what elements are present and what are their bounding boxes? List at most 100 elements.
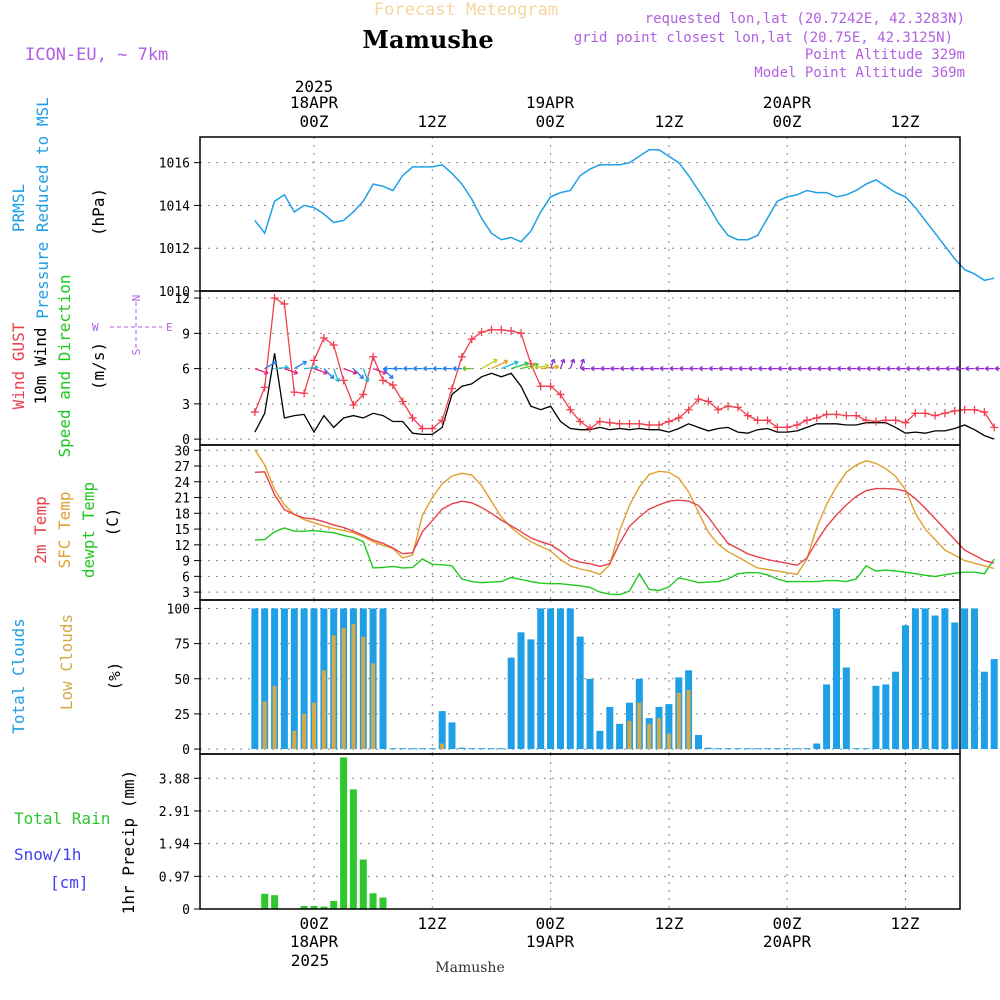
wind-arrow-head xyxy=(738,365,743,372)
wind-arrow-head xyxy=(580,358,586,364)
temp-ytick-label-6: 21 xyxy=(174,492,190,507)
wind-arrow-head xyxy=(534,362,539,368)
wind-gust-marker xyxy=(783,423,792,432)
wind-gust-marker xyxy=(379,376,388,385)
low-cloud-bar xyxy=(637,702,642,750)
wind-arrow-head xyxy=(984,365,989,372)
total-cloud-bar xyxy=(616,723,624,750)
wind-gust-marker xyxy=(655,421,664,430)
top-time-3: 00Z xyxy=(536,112,565,131)
precip-ytick-label-4: 3.88 xyxy=(159,772,190,787)
compass-w: W xyxy=(92,321,99,334)
wind-arrow-head xyxy=(689,365,694,372)
temp-label-1: 2m Temp xyxy=(31,496,50,563)
wind-gust-marker xyxy=(319,334,328,343)
total-cloud-bar xyxy=(418,748,426,750)
bottom-date-2: 19APR xyxy=(526,932,575,951)
total-cloud-bar xyxy=(586,678,594,750)
pressure-ytick-label-1: 1012 xyxy=(159,242,190,257)
low-cloud-bar xyxy=(302,713,307,750)
rain-bar xyxy=(310,906,318,909)
wind-arrow-head xyxy=(560,358,566,364)
total-cloud-bar xyxy=(764,748,771,750)
wind-arrow-head xyxy=(846,365,851,372)
wind-arrow xyxy=(579,358,585,369)
wind-gust-marker xyxy=(290,388,299,397)
wind-gust-marker xyxy=(980,408,989,417)
total-cloud-bar xyxy=(576,636,584,750)
total-cloud-bar xyxy=(517,632,525,749)
wind-gust-marker xyxy=(605,418,614,427)
wind-arrow-head xyxy=(403,365,408,372)
wind-arrow-head xyxy=(570,358,576,364)
total-cloud-bar xyxy=(724,748,732,750)
wind-arrow xyxy=(343,367,357,375)
low-cloud-bar xyxy=(272,685,277,750)
wind-gust-marker xyxy=(901,418,910,427)
wind-gust-marker xyxy=(871,417,880,426)
wind-gust-marker xyxy=(852,411,861,420)
low-cloud-bar xyxy=(440,743,445,750)
wind-arrow xyxy=(382,368,394,379)
wind-gust-marker xyxy=(990,423,999,432)
model-altitude: Model Point Altitude 369m xyxy=(754,65,965,81)
wind-arrow-head xyxy=(462,365,467,372)
total-cloud-bar xyxy=(793,748,801,750)
temp-ytick-label-5: 18 xyxy=(174,507,190,522)
wind-arrow-head xyxy=(639,365,644,372)
point-altitude: Point Altitude 329m xyxy=(805,47,965,63)
wind-arrow xyxy=(362,368,369,382)
wind-gust-marker xyxy=(931,411,940,420)
wind-direction-arrows xyxy=(254,358,1000,383)
wind-arrow-head xyxy=(758,365,763,372)
wind-arrow-head xyxy=(787,365,792,372)
wind-arrow-head xyxy=(550,358,556,364)
low-cloud-bar xyxy=(657,718,661,749)
t2m-temp-line xyxy=(254,471,995,568)
wind-gust-marker xyxy=(753,416,762,425)
wind-gust-marker xyxy=(487,325,496,334)
wind-arrow-head xyxy=(827,365,832,372)
wind-arrow-head xyxy=(272,360,278,366)
total-cloud-bar xyxy=(882,684,890,750)
wind-gust-marker xyxy=(881,416,890,425)
wind-gust-marker xyxy=(733,403,742,412)
wind-arrow-head xyxy=(965,365,970,372)
wind-arrow-head xyxy=(708,365,713,372)
wind-label-2: 10m Wind xyxy=(31,327,50,404)
total-cloud-bar xyxy=(744,748,752,750)
total-cloud-bar xyxy=(271,608,279,749)
wind-gust-marker xyxy=(576,417,585,426)
total-cloud-bar xyxy=(852,748,860,750)
wind-gust-marker xyxy=(260,383,269,392)
wind-arrow xyxy=(284,367,298,375)
wind-arrow-head xyxy=(334,377,341,383)
wind-arrow-head xyxy=(302,360,307,366)
total-cloud-bar xyxy=(389,748,397,750)
top-date-1: 18APR xyxy=(290,93,339,112)
wind-gust-marker xyxy=(595,417,604,426)
precip-ytick-label-3: 2.91 xyxy=(159,805,190,820)
clouds-panel: 0 25 50 75 100 xyxy=(167,599,998,758)
wind-arrow-head xyxy=(836,365,842,372)
wind-arrow-head xyxy=(432,365,437,372)
top-time-1: 00Z xyxy=(300,112,329,131)
rain-bar xyxy=(300,906,308,909)
wind-arrow-head xyxy=(493,358,498,364)
temp-ytick-label-1: 6 xyxy=(182,570,190,585)
temp-ytick-label-2: 9 xyxy=(182,555,190,570)
wind-gust-marker xyxy=(566,405,575,414)
wind-gust-marker xyxy=(270,294,279,303)
wind-gust-marker xyxy=(625,419,634,428)
top-time-6: 12Z xyxy=(891,112,920,131)
temp-ytick-label-9: 30 xyxy=(174,444,190,459)
total-cloud-bar xyxy=(566,608,574,749)
wind-arrow xyxy=(530,364,549,370)
top-time-4: 12Z xyxy=(655,112,684,131)
total-cloud-bar xyxy=(754,748,762,750)
wind-arrow-head xyxy=(293,369,299,375)
wind-arrow-head xyxy=(600,365,605,372)
rain-bar xyxy=(340,757,348,909)
